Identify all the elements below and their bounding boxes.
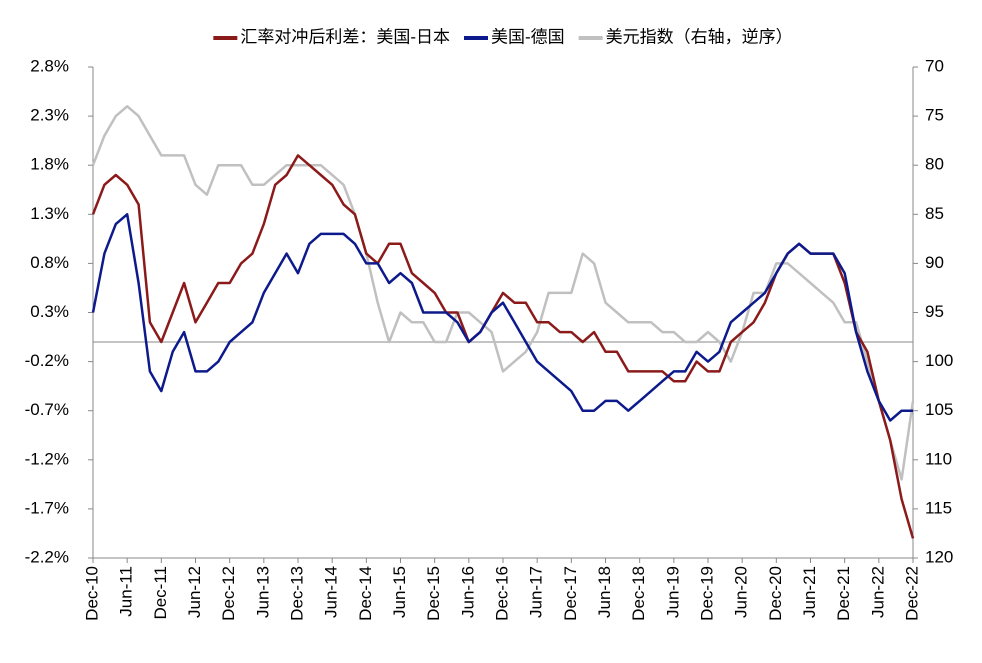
y-tick-label: 1.8%: [30, 155, 69, 174]
x-tick-label: Dec-14: [356, 566, 375, 621]
x-tick-label: Jun-13: [253, 566, 272, 618]
y-tick-label: 0.8%: [30, 253, 69, 272]
y-tick-label: -1.2%: [25, 449, 69, 468]
x-tick-label: Dec-17: [561, 566, 580, 621]
y-tick-label: 2.8%: [30, 56, 69, 75]
y2-tick-label: 85: [925, 204, 944, 223]
y-tick-label: -1.7%: [25, 498, 69, 517]
y-tick-label: 1.3%: [30, 204, 69, 223]
x-tick-label: Jun-19: [663, 566, 682, 618]
legend-label: 汇率对冲后利差：美国-日本: [240, 27, 450, 46]
x-tick-label: Dec-18: [629, 566, 648, 621]
y-tick-label: 0.3%: [30, 302, 69, 321]
x-tick-label: Jun-11: [117, 566, 136, 617]
x-tick-label: Jun-22: [868, 566, 887, 618]
y2-tick-label: 105: [925, 400, 953, 419]
legend-label: 美国-德国: [491, 27, 565, 46]
y2-tick-label: 95: [925, 302, 944, 321]
x-tick-label: Jun-12: [185, 566, 204, 618]
x-tick-label: Jun-18: [595, 566, 614, 618]
x-tick-label: Jun-21: [800, 566, 819, 618]
y-tick-label: -0.2%: [25, 351, 69, 370]
y2-tick-label: 115: [925, 498, 952, 517]
y2-tick-label: 100: [925, 351, 953, 370]
y2-tick-label: 75: [925, 106, 944, 125]
y2-tick-label: 110: [925, 449, 952, 468]
x-tick-label: Jun-20: [732, 566, 751, 618]
x-tick-label: Jun-14: [322, 566, 341, 618]
series-line: [91, 213, 913, 422]
legend: 汇率对冲后利差：美国-日本 美国-德国 美元指数（右轴，逆序）: [213, 27, 793, 46]
x-tick-label: Dec-15: [424, 566, 443, 621]
y-tick-label: 2.3%: [30, 106, 69, 125]
series-line: [91, 154, 915, 539]
x-tick-label: Jun-15: [390, 566, 409, 618]
x-tick-label: Dec-19: [697, 566, 716, 621]
y2-tick-label: 80: [925, 155, 944, 174]
y-tick-label: -0.7%: [25, 400, 69, 419]
x-tick-label: Dec-10: [82, 566, 101, 621]
x-tick-label: Dec-12: [219, 566, 238, 621]
y2-tick-label: 90: [925, 253, 944, 272]
y2-tick-label: 120: [925, 547, 953, 566]
x-tick-label: Dec-11: [151, 566, 170, 620]
y2-tick-label: 70: [925, 56, 944, 75]
x-tick-label: Dec-13: [287, 566, 306, 621]
x-tick-label: Dec-21: [834, 566, 853, 621]
x-tick-label: Dec-20: [766, 566, 785, 621]
series-line: [91, 105, 915, 481]
x-tick-label: Jun-17: [527, 566, 546, 618]
x-tick-label: Dec-22: [902, 566, 921, 621]
x-tick-label: Dec-16: [492, 566, 511, 621]
y-tick-label: -2.2%: [25, 547, 69, 566]
x-tick-label: Jun-16: [458, 566, 477, 618]
legend-label: 美元指数（右轴，逆序）: [606, 27, 793, 46]
